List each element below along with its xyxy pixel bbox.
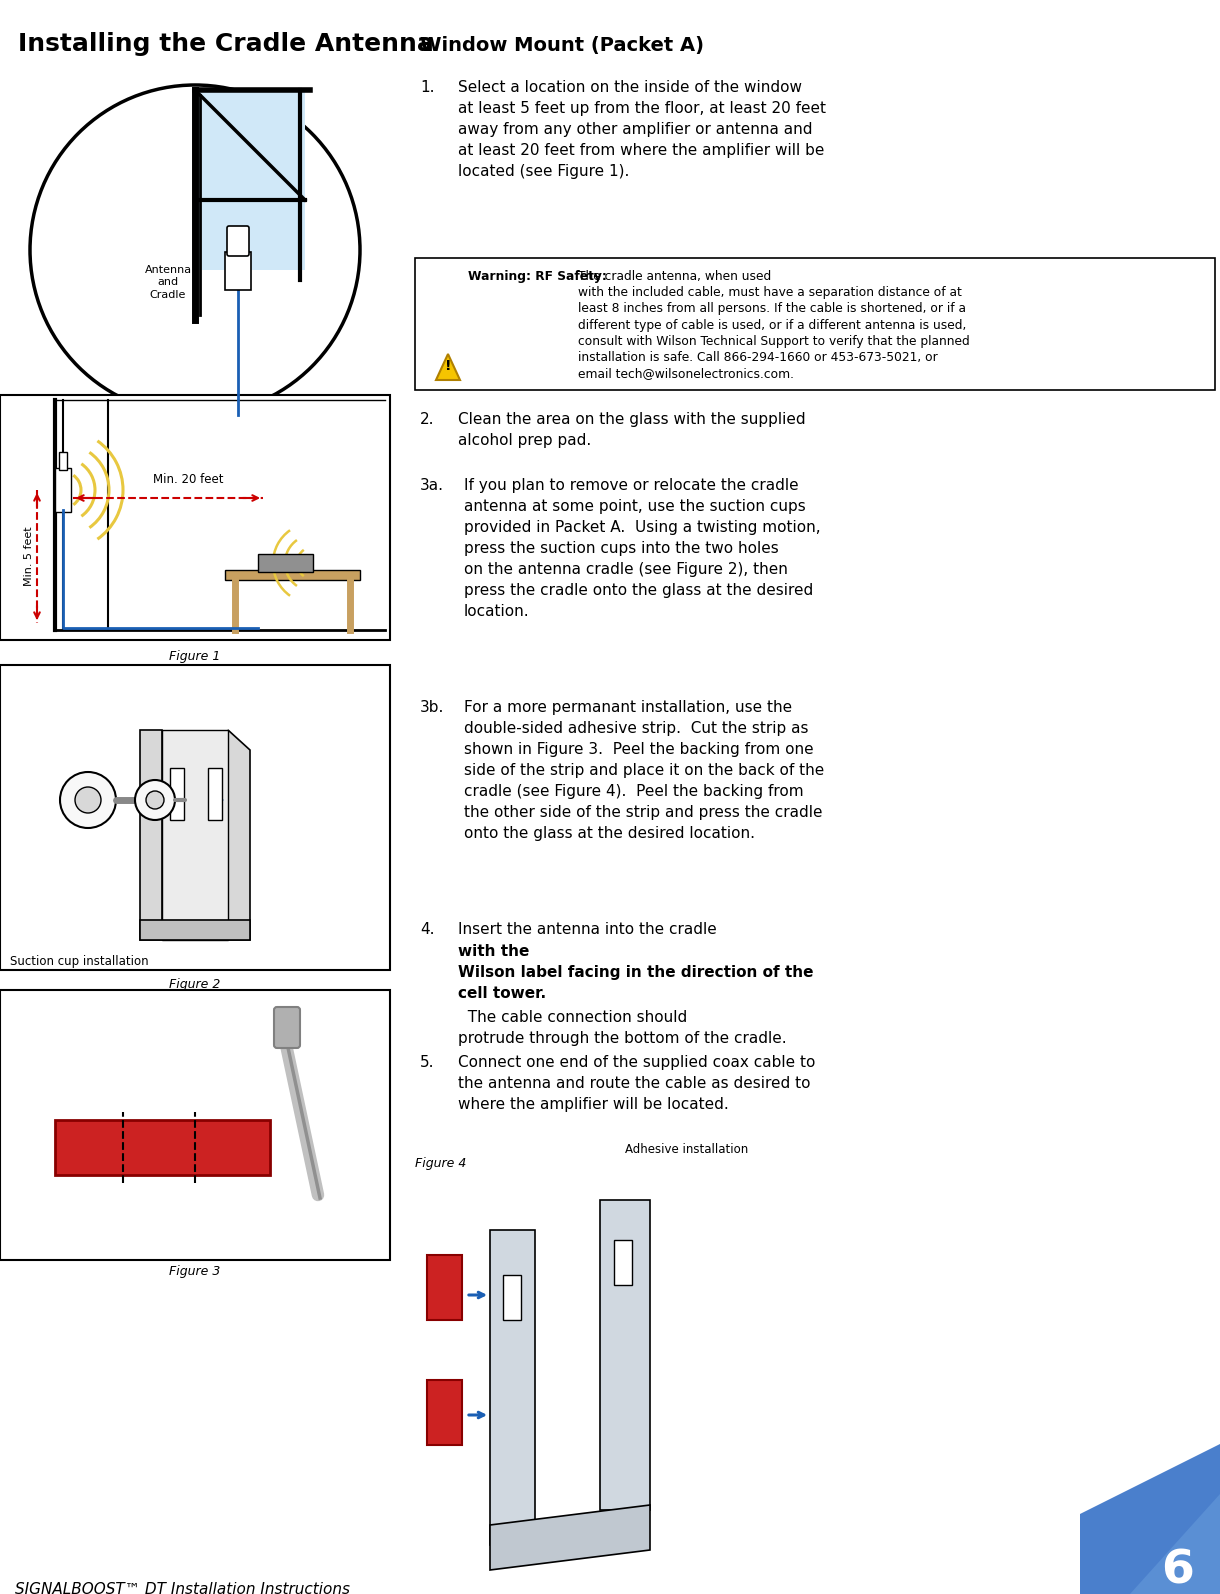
Polygon shape	[140, 730, 162, 940]
Text: Suction cup installation: Suction cup installation	[10, 955, 149, 968]
Text: Installing the Cradle Antenna: Installing the Cradle Antenna	[18, 32, 434, 56]
Bar	[207, 768, 222, 819]
Bar	[257, 555, 314, 572]
Text: 4.: 4.	[420, 921, 434, 937]
Text: Insert the antenna into the cradle: Insert the antenna into the cradle	[458, 921, 721, 937]
Bar	[0, 990, 390, 1259]
Text: The cradle antenna, when used
with the included cable, must have a separation di: The cradle antenna, when used with the i…	[578, 269, 970, 381]
Text: with the
Wilson label facing in the direction of the
cell tower.: with the Wilson label facing in the dire…	[458, 944, 814, 1001]
Text: 3a.: 3a.	[420, 478, 444, 493]
Bar	[170, 768, 184, 819]
Text: 1.: 1.	[420, 80, 434, 96]
FancyBboxPatch shape	[227, 226, 249, 257]
Bar	[59, 453, 67, 470]
Text: The cable connection should
protrude through the bottom of the cradle.: The cable connection should protrude thr…	[458, 1011, 787, 1046]
Text: Figure 4: Figure 4	[415, 1157, 466, 1170]
Text: Figure 1: Figure 1	[170, 650, 221, 663]
Text: Min. 5 feet: Min. 5 feet	[24, 526, 34, 587]
Bar	[224, 252, 251, 290]
Polygon shape	[1130, 1494, 1220, 1594]
Bar	[415, 258, 1215, 391]
Text: Select a location on the inside of the window
at least 5 feet up from the floor,: Select a location on the inside of the w…	[458, 80, 826, 179]
Polygon shape	[228, 730, 250, 940]
Text: If you plan to remove or relocate the cradle
antenna at some point, use the suct: If you plan to remove or relocate the cr…	[464, 478, 821, 618]
Text: Connect one end of the supplied coax cable to
the antenna and route the cable as: Connect one end of the supplied coax cab…	[458, 1055, 815, 1113]
Text: Clean the area on the glass with the supplied
alcohol prep pad.: Clean the area on the glass with the sup…	[458, 411, 805, 448]
Text: 3b.: 3b.	[420, 700, 444, 716]
Bar	[427, 1380, 462, 1446]
Text: !: !	[445, 359, 451, 373]
Text: SIGNALBOOST™ DT Installation Instructions: SIGNALBOOST™ DT Installation Instruction…	[15, 1581, 350, 1594]
Text: Figure 2: Figure 2	[170, 979, 221, 991]
Text: 5.: 5.	[420, 1055, 434, 1070]
Bar	[503, 1275, 521, 1320]
Bar	[55, 1121, 270, 1175]
Text: For a more permanant installation, use the
double-sided adhesive strip.  Cut the: For a more permanant installation, use t…	[464, 700, 825, 842]
FancyBboxPatch shape	[274, 1007, 300, 1047]
Text: Min. 20 feet: Min. 20 feet	[152, 473, 223, 486]
Bar	[0, 665, 390, 971]
Bar	[224, 571, 360, 580]
Bar	[0, 395, 390, 641]
Polygon shape	[162, 730, 228, 940]
Polygon shape	[600, 1200, 650, 1510]
Text: Warning: RF Safety:: Warning: RF Safety:	[468, 269, 606, 284]
Polygon shape	[1080, 1444, 1220, 1594]
Text: Window Mount (Packet A): Window Mount (Packet A)	[420, 37, 704, 56]
Polygon shape	[195, 89, 305, 269]
Text: Figure 3: Figure 3	[170, 1266, 221, 1278]
Circle shape	[135, 779, 174, 819]
Polygon shape	[436, 354, 460, 379]
Circle shape	[146, 791, 163, 810]
Circle shape	[74, 787, 101, 813]
Text: Antenna
and
Cradle: Antenna and Cradle	[144, 265, 192, 300]
Text: 6: 6	[1161, 1548, 1194, 1592]
Bar	[55, 469, 71, 512]
Bar	[427, 1254, 462, 1320]
Circle shape	[60, 771, 116, 827]
Polygon shape	[140, 920, 250, 940]
Text: Adhesive installation: Adhesive installation	[625, 1143, 748, 1156]
Bar	[614, 1240, 632, 1285]
Polygon shape	[490, 1231, 536, 1545]
Polygon shape	[490, 1505, 650, 1570]
Text: 2.: 2.	[420, 411, 434, 427]
